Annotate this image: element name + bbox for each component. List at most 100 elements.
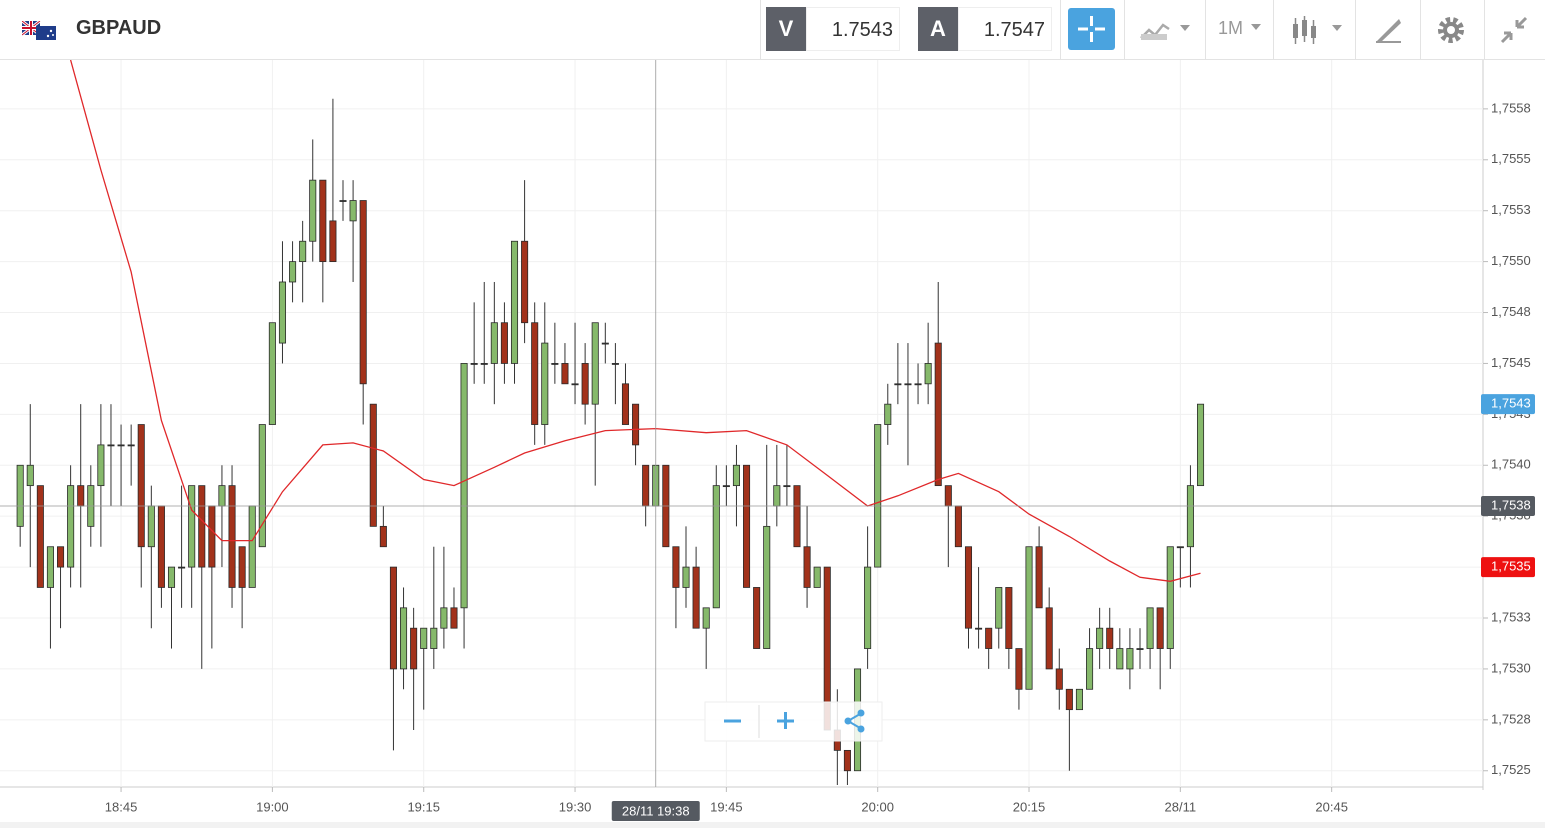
bid-label[interactable]: V xyxy=(766,7,806,51)
candle-body xyxy=(198,485,206,568)
flag-icon xyxy=(22,21,56,40)
candle-body xyxy=(480,363,488,365)
candle-body xyxy=(1186,485,1194,548)
candle-body xyxy=(531,322,539,425)
candle-body xyxy=(97,444,105,487)
x-tick-label: 19:00 xyxy=(256,799,289,814)
candle-body xyxy=(621,383,630,425)
candle-body xyxy=(581,363,589,405)
x-tick-label: 19:15 xyxy=(407,799,440,814)
candle-body xyxy=(1146,607,1154,649)
candle-body xyxy=(1106,627,1114,649)
candle-body xyxy=(188,485,196,568)
candle-body xyxy=(1015,648,1023,690)
candle-body xyxy=(147,505,155,548)
candle-body xyxy=(864,566,872,649)
candle-body xyxy=(541,342,549,425)
candle-body xyxy=(1166,546,1174,649)
candle-body xyxy=(934,342,942,487)
candle-body xyxy=(379,525,387,548)
candles-button[interactable] xyxy=(1290,14,1346,46)
candle-body xyxy=(1025,546,1033,690)
moving-average-line xyxy=(69,60,1201,582)
share-dot xyxy=(857,709,865,717)
candle-body xyxy=(874,424,882,568)
chart-type-button[interactable] xyxy=(1138,16,1194,44)
candle-body xyxy=(26,464,34,487)
candle-body xyxy=(309,179,317,242)
crosshair-y-tag xyxy=(1481,495,1535,516)
y-tick-label: 1,7558 xyxy=(1491,100,1531,115)
candle-body xyxy=(954,505,962,548)
candle-body xyxy=(450,607,458,629)
y-tick-label: 1,7548 xyxy=(1491,304,1531,319)
candle-body xyxy=(400,607,408,670)
price-tag xyxy=(1481,394,1535,415)
candle-body xyxy=(1035,546,1043,609)
candle-body xyxy=(460,363,468,609)
chart-background xyxy=(0,60,1545,828)
candle-body xyxy=(248,505,256,588)
candle-body xyxy=(117,444,125,447)
candle-body xyxy=(167,566,176,588)
candle-body xyxy=(914,383,922,386)
candle-body xyxy=(773,485,781,507)
y-tick-label: 1,7555 xyxy=(1491,151,1531,166)
candle-body xyxy=(964,546,973,629)
candle-body xyxy=(228,485,236,588)
candle-body xyxy=(77,485,85,507)
candle-body xyxy=(793,485,801,548)
candle-body xyxy=(1086,648,1094,690)
candle-body xyxy=(692,566,700,629)
candle-body xyxy=(672,546,680,588)
candle-body xyxy=(944,485,952,507)
candle-body xyxy=(490,322,498,364)
candle-body xyxy=(16,464,24,527)
crosshair-x-label: 28/11 19:38 xyxy=(622,803,690,818)
candle-body xyxy=(601,342,609,345)
candle-body xyxy=(410,627,418,670)
candle-body xyxy=(843,749,851,772)
x-tick-label: 18:45 xyxy=(105,799,138,814)
candle-body xyxy=(67,485,75,568)
candle-body xyxy=(743,464,751,588)
symbol: GBPAUD xyxy=(76,17,162,39)
candle-body xyxy=(369,403,377,527)
dropdown-arrow xyxy=(1251,24,1261,30)
share-dot xyxy=(844,717,852,725)
y-tick-label: 1,7533 xyxy=(1491,609,1531,624)
candle-body xyxy=(803,546,811,588)
y-tick-label: 1,7525 xyxy=(1491,762,1531,777)
crosshair-button[interactable] xyxy=(1068,8,1115,50)
candle-body xyxy=(682,566,690,588)
candle-body xyxy=(1116,648,1124,670)
candle-body xyxy=(924,363,932,385)
y-tick-label: 1,7528 xyxy=(1491,711,1531,726)
candle-body xyxy=(289,261,297,283)
share-dot xyxy=(857,725,865,733)
candle-body xyxy=(985,627,993,649)
x-tick-label: 19:30 xyxy=(559,799,592,814)
ask-price[interactable]: 1.7547 xyxy=(958,7,1052,51)
candle-body xyxy=(268,322,276,425)
zoom-in-button[interactable] xyxy=(777,712,794,729)
draw-button[interactable] xyxy=(1373,14,1403,46)
candle-body xyxy=(1065,688,1073,711)
candle-body xyxy=(813,566,821,588)
timeframe-button[interactable]: 1M xyxy=(1218,18,1244,38)
bottom-bar xyxy=(0,822,1545,828)
x-tick-label: 20:15 xyxy=(1013,799,1046,814)
candle-body xyxy=(783,485,791,488)
candle-body xyxy=(319,179,327,263)
candle-body xyxy=(389,566,397,670)
candle-body xyxy=(299,240,307,263)
candle-body xyxy=(1005,587,1013,649)
ask-label[interactable]: A xyxy=(918,7,958,51)
settings-button[interactable] xyxy=(1435,14,1467,46)
candle-body xyxy=(57,546,65,568)
candle-body xyxy=(1055,668,1063,690)
collapse-button[interactable] xyxy=(1498,14,1530,46)
x-tick-label: 20:45 xyxy=(1315,799,1348,814)
bid-price[interactable]: 1.7543 xyxy=(806,7,900,51)
